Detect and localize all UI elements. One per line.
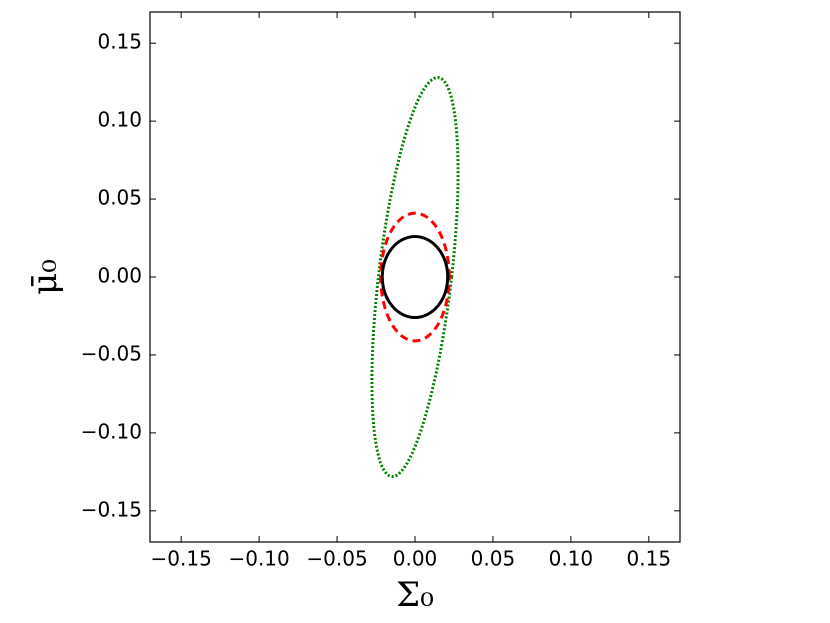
y-tick-label: 0.05	[97, 186, 142, 210]
y-tick-label: 0.15	[97, 30, 142, 54]
y-tick-label: −0.10	[81, 419, 142, 443]
contour-line	[370, 75, 460, 479]
y-axis-label: μ̄₀	[25, 259, 65, 295]
x-tick-label: −0.10	[228, 547, 289, 571]
x-tick-label: −0.15	[151, 547, 212, 571]
y-tick-label: 0.10	[97, 108, 142, 132]
x-tick-label: 0.10	[549, 547, 594, 571]
plot-frame	[149, 11, 681, 543]
x-tick-label: 0.00	[393, 547, 438, 571]
contour-line	[379, 211, 451, 343]
y-tick-label: −0.05	[81, 341, 142, 365]
x-tick-label: 0.05	[471, 547, 516, 571]
contour-line	[380, 234, 450, 320]
x-tick-label: 0.15	[627, 547, 672, 571]
x-axis-label: Σ₀	[396, 575, 434, 615]
x-tick-label: −0.05	[306, 547, 367, 571]
y-tick-label: 0.00	[97, 264, 142, 288]
y-tick-label: −0.15	[81, 497, 142, 521]
